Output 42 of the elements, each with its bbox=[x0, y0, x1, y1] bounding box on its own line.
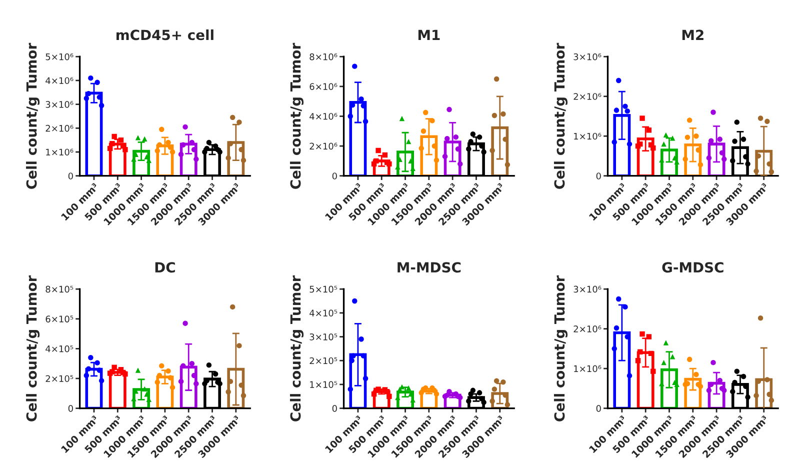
y-tick-label: 2×10⁵ bbox=[46, 375, 74, 382]
y-tick-label: 8×10⁵ bbox=[46, 286, 74, 293]
y-tick-label: 2×10⁵ bbox=[310, 357, 338, 364]
y-tick-label: 3×10⁵ bbox=[310, 333, 338, 340]
y-tick-label: 1×10⁶ bbox=[574, 132, 602, 140]
y-tick-label: 3×10⁶ bbox=[574, 286, 602, 293]
y-tick-label: 4×10⁵ bbox=[46, 345, 74, 352]
y-tick-label: 2×10⁶ bbox=[574, 93, 602, 100]
y-tick-label: 2×10⁶ bbox=[310, 142, 338, 150]
y-tick-label: 0 bbox=[596, 405, 601, 412]
y-tick-label: 1×10⁵ bbox=[310, 381, 338, 388]
y-axis-title: Cell count/g Tumor bbox=[26, 42, 40, 189]
y-tick-label: 2×10⁶ bbox=[46, 124, 74, 132]
y-tick-label: 3×10⁶ bbox=[46, 101, 74, 108]
chart-title: DC bbox=[155, 262, 175, 273]
y-tick-label: 5×10⁶ bbox=[46, 53, 74, 60]
y-axis-title: Cell count/g Tumor bbox=[290, 275, 304, 422]
y-axis-title: Cell count/g Tumor bbox=[554, 275, 568, 422]
chart-title: M-MDSC bbox=[398, 262, 461, 273]
y-tick-label: 6×10⁵ bbox=[46, 316, 74, 322]
y-tick-label: 2×10⁶ bbox=[574, 326, 602, 332]
y-tick-label: 3×10⁶ bbox=[574, 53, 602, 60]
chart-title: M1 bbox=[418, 30, 440, 40]
y-axis-title: Cell count/g Tumor bbox=[26, 275, 40, 422]
y-tick-label: 0 bbox=[332, 405, 337, 412]
y-tick-label: 4×10⁵ bbox=[310, 310, 338, 316]
y-tick-label: 0 bbox=[596, 172, 601, 180]
y-tick-label: 4×10⁶ bbox=[310, 112, 338, 120]
chart-title: mCD45+ cell bbox=[116, 29, 214, 40]
y-tick-label: 4×10⁶ bbox=[46, 77, 74, 84]
y-tick-label: 0 bbox=[68, 172, 73, 180]
y-tick-label: 1×10⁶ bbox=[574, 365, 602, 372]
y-tick-label: 8×10⁶ bbox=[310, 53, 338, 60]
y-axis-title: Cell count/g Tumor bbox=[290, 42, 304, 189]
y-tick-label: 0 bbox=[332, 172, 337, 180]
y-tick-label: 5×10⁵ bbox=[310, 286, 338, 293]
y-tick-label: 0 bbox=[68, 405, 73, 412]
chart-title: M2 bbox=[682, 30, 704, 40]
y-axis-title: Cell count/g Tumor bbox=[554, 42, 568, 189]
y-tick-label: 1×10⁶ bbox=[46, 148, 74, 156]
chart-title: G-MDSC bbox=[662, 262, 724, 273]
y-tick-label: 6×10⁶ bbox=[310, 83, 338, 90]
